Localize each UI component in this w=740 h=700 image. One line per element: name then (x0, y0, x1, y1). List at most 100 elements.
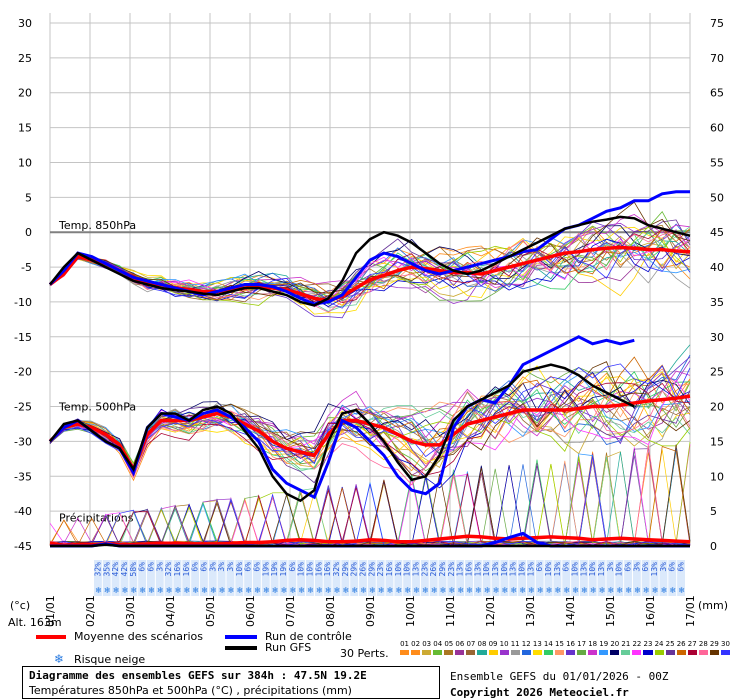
snow-risk-pct: 13% (597, 562, 606, 577)
snow-risk-pct: 10% (297, 562, 306, 577)
legend-control-line (225, 635, 257, 639)
snow-risk-pct: 29% (341, 562, 350, 577)
snow-risk-cell (253, 560, 261, 596)
snowflake-icon: ❄ (131, 586, 137, 596)
pert-legend-number: 21 (621, 640, 631, 648)
altitude-label: Alt. 163m (8, 616, 62, 629)
legend-perts: 30 Perts. (340, 647, 389, 660)
pert-legend-item: 03 (421, 640, 432, 655)
snow-risk-cell (182, 560, 191, 596)
snowflake-icon: ❄ (175, 586, 181, 596)
snowflake-icon: ❄ (325, 586, 331, 596)
pert-legend-item: 27 (687, 640, 698, 655)
snow-risk-cell (429, 560, 438, 596)
snowflake-icon: ❄ (679, 586, 685, 596)
right-tick-label: 25 (710, 366, 724, 379)
pert-legend-number: 09 (488, 640, 498, 648)
snow-risk-cell (677, 560, 685, 596)
snowflake-icon: ❄ (564, 586, 570, 596)
pert-legend-swatch (720, 650, 730, 655)
snowflake-icon: ❄ (555, 586, 561, 596)
pert-legend-swatch (521, 650, 531, 655)
pert-legend-swatch (610, 650, 620, 655)
snow-risk-pct: 13% (579, 562, 588, 577)
right-tick-label: 40 (710, 261, 724, 274)
right-tick-label: 15 (710, 435, 724, 448)
snow-risk-cell (279, 560, 288, 596)
pert-legend-swatch (444, 650, 454, 655)
pert-legend-number: 11 (510, 640, 520, 648)
snow-risk-pct: 10% (235, 562, 244, 577)
snow-risk-cell (173, 560, 182, 596)
pert-legend-swatch (709, 650, 719, 655)
snow-risk-pct: 32% (164, 562, 173, 577)
right-tick-label: 10 (710, 470, 724, 483)
pert-legend-item: 17 (576, 640, 587, 655)
snow-risk-cell (376, 560, 385, 596)
snowflake-icon: ❄ (431, 586, 437, 596)
snow-risk-pct: 6% (244, 562, 253, 572)
snowflake-icon: ❄ (414, 586, 420, 596)
snow-risk-cell (659, 560, 668, 596)
snow-risk-cell (244, 560, 253, 596)
snow-risk-cell (94, 560, 102, 596)
pert-legend-swatch (687, 650, 697, 655)
snowflake-icon: ❄ (635, 586, 641, 596)
pert-legend-swatch (599, 650, 609, 655)
pert-legend-swatch (455, 650, 465, 655)
snow-risk-cell (562, 560, 571, 596)
snowflake-icon: ❄ (352, 586, 358, 596)
snowflake-icon: ❄ (608, 586, 614, 596)
left-tick-label: -35 (14, 470, 32, 483)
snow-risk-cell (314, 560, 323, 596)
snowflake-icon: ❄ (591, 586, 597, 596)
snowflake-icon: ❄ (211, 586, 217, 596)
snowflake-icon: ❄ (290, 586, 296, 596)
pert-legend-item: 19 (598, 640, 609, 655)
pert-legend-number: 18 (588, 640, 598, 648)
snowflake-icon: ❄ (264, 586, 270, 596)
snow-risk-cell (164, 560, 173, 596)
snowflake-icon: ❄ (493, 586, 499, 596)
snow-risk-cell (456, 560, 465, 596)
date-label: 01/01 (44, 595, 57, 627)
right-tick-label: 5 (710, 505, 717, 518)
snowflake-icon: ❄ (370, 586, 376, 596)
snow-risk-cell (102, 560, 111, 596)
right-tick-label: 60 (710, 122, 724, 135)
legend-gfs-line (225, 646, 257, 650)
snow-risk-pct: 16% (182, 562, 191, 577)
left-tick-label: 30 (18, 17, 32, 30)
snowflake-icon: ❄ (255, 586, 261, 596)
snowflake-icon: ❄ (140, 586, 146, 596)
date-label: 14/01 (564, 595, 577, 627)
right-tick-label: 50 (710, 191, 724, 204)
snow-risk-cell (668, 560, 677, 596)
date-label: 05/01 (204, 595, 217, 627)
snow-risk-pct: 6% (535, 562, 544, 572)
snow-risk-pct: 13% (509, 562, 518, 577)
pert-legend-swatch (632, 650, 642, 655)
date-label: 09/01 (364, 595, 377, 627)
snowflake-icon: ❄ (122, 586, 128, 596)
pert-legend-item: 04 (432, 640, 443, 655)
pert-legend-item: 20 (609, 640, 620, 655)
left-tick-label: 15 (18, 122, 32, 135)
snow-risk-pct: 32% (93, 562, 102, 577)
left-tick-label: -45 (14, 540, 32, 553)
snowflake-icon: ❄ (529, 586, 535, 596)
left-tick-label: 0 (25, 226, 32, 239)
footer-title: Diagramme des ensembles GEFS sur 384h : … (29, 669, 367, 682)
snow-risk-cell (509, 560, 518, 596)
snowflake-icon: ❄ (158, 586, 164, 596)
pert-line-500 (49, 354, 691, 467)
snow-risk-cell (420, 560, 429, 596)
snow-risk-pct: 19% (261, 562, 270, 577)
snow-risk-cell (518, 560, 526, 596)
snowflake-icon: ❄ (644, 586, 650, 596)
pert-legend-number: 28 (698, 640, 708, 648)
pert-legend-swatch (499, 650, 509, 655)
pert-legend-number: 12 (521, 640, 531, 648)
snow-risk-cell (571, 560, 579, 596)
pert-legend-item: 10 (499, 640, 510, 655)
